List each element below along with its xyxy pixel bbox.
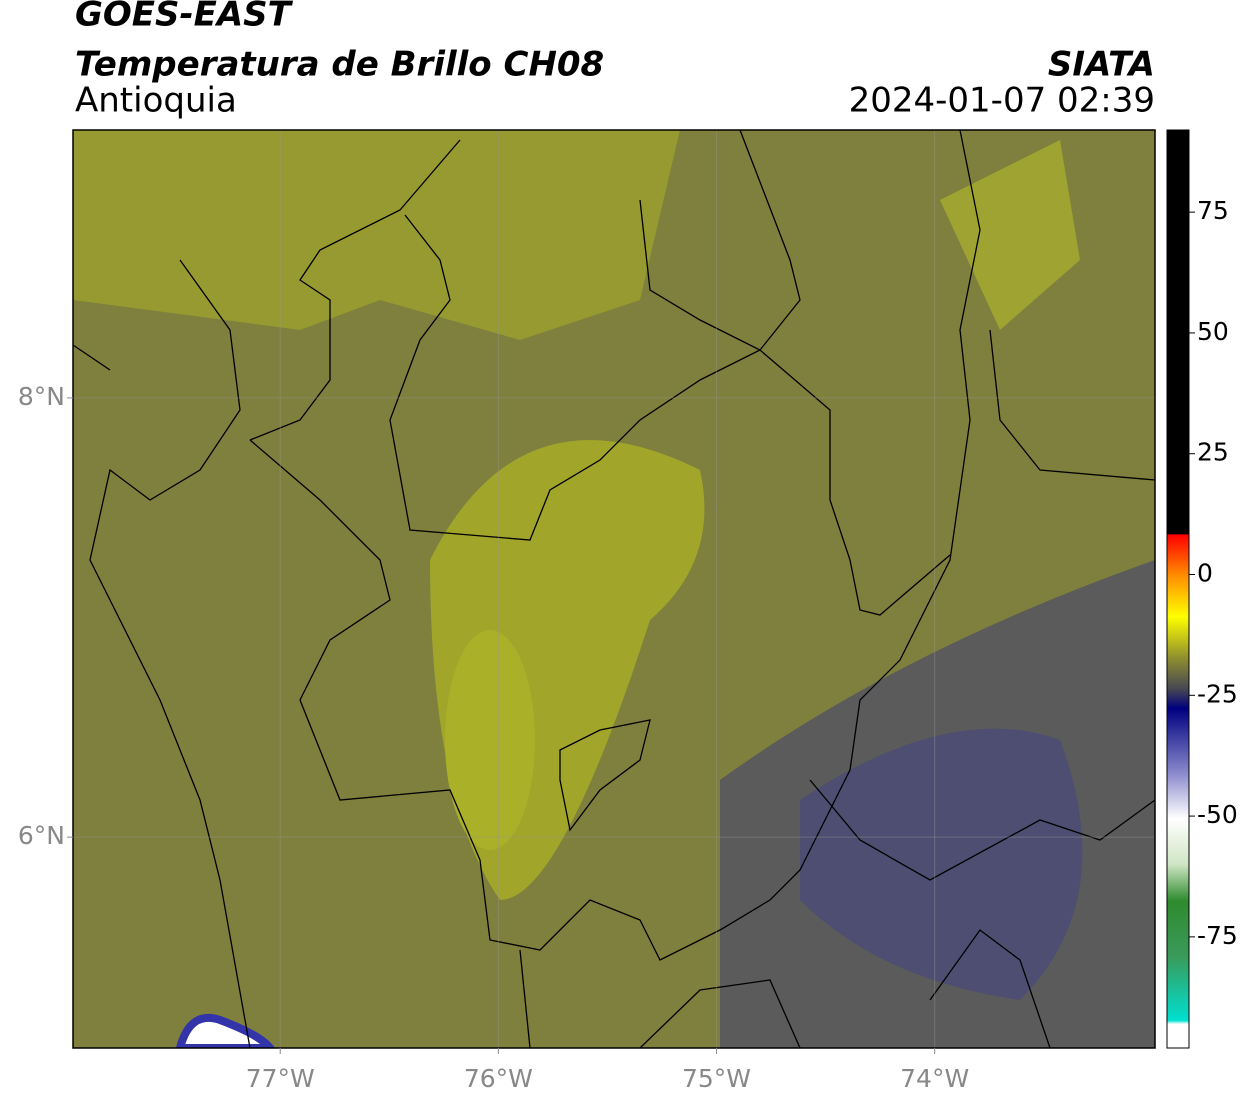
x-tick-label: 76°W [464,1064,533,1093]
colorbar-tick-label: -50 [1197,800,1238,829]
map-frame [72,129,1156,1049]
colorbar-tick-label: 25 [1197,438,1229,467]
satellite-field [73,130,1155,1048]
field-cloud [175,1014,276,1048]
colorbar-tick-label: 75 [1197,196,1229,225]
title: GOES-EAST [75,0,294,35]
datetime: 2024-01-07 02:39 [849,81,1155,121]
colorbar-tick-label: 0 [1197,559,1213,588]
borders [73,130,1155,1048]
colorbar-tick-label: 50 [1197,317,1229,346]
x-tick-label: 77°W [246,1064,315,1093]
colorbar [1166,129,1190,1049]
graticule [73,130,1155,1048]
field-warm [940,140,1080,330]
field-warm [73,130,680,340]
y-tick-label: 8°N [18,382,65,411]
source: SIATA [1048,45,1155,85]
colorbar-tick-label: -75 [1197,921,1238,950]
x-tick-label: 75°W [682,1064,751,1093]
field-warm [445,630,535,850]
x-tick-label: 74°W [900,1064,969,1093]
field-cold [800,728,1083,1000]
y-tick-label: 6°N [18,821,65,850]
subtitle: Temperatura de Brillo CH08 [75,45,604,85]
colorbar-tick-label: -25 [1197,679,1238,708]
region: Antioquia [75,81,237,121]
